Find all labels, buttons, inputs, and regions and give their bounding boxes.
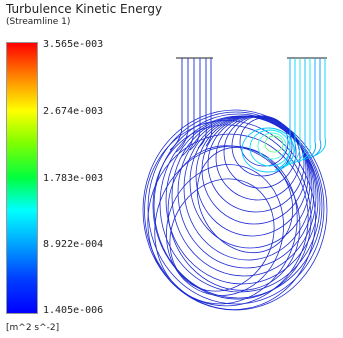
legend-tick-label: 1.405e-006 bbox=[43, 305, 104, 316]
streamline bbox=[303, 58, 316, 161]
streamline bbox=[147, 111, 325, 305]
legend-tick-label: 1.783e-003 bbox=[43, 173, 104, 184]
legend-tick-label: 2.674e-003 bbox=[43, 106, 104, 117]
legend-tick-label: 8.922e-004 bbox=[43, 239, 104, 250]
streamline bbox=[169, 178, 275, 292]
streamline bbox=[189, 58, 201, 151]
streamline bbox=[205, 58, 213, 147]
streamline bbox=[309, 58, 322, 159]
streamline bbox=[249, 129, 291, 167]
streamline bbox=[313, 58, 326, 157]
streamline bbox=[285, 58, 301, 167]
streamline bbox=[197, 58, 207, 149]
streamline bbox=[153, 113, 323, 299]
chart-subtitle: (Streamline 1) bbox=[6, 17, 71, 27]
streamline bbox=[196, 146, 294, 254]
streamline bbox=[147, 133, 309, 307]
streamline bbox=[297, 58, 311, 163]
streamline bbox=[144, 120, 316, 310]
streamline bbox=[257, 132, 287, 160]
streamline bbox=[167, 145, 301, 291]
streamline bbox=[169, 58, 183, 151]
legend-units: [m^2 s^-2] bbox=[6, 323, 60, 333]
streamline bbox=[142, 109, 328, 311]
streamline bbox=[279, 58, 296, 169]
streamline bbox=[152, 124, 312, 300]
streamline bbox=[239, 117, 289, 167]
legend-colorbar bbox=[6, 42, 38, 314]
streamline bbox=[241, 127, 295, 173]
streamline bbox=[175, 58, 189, 153]
legend-tick-label: 3.565e-003 bbox=[43, 39, 104, 50]
streamline bbox=[274, 58, 291, 171]
streamline bbox=[181, 58, 195, 157]
streamline bbox=[166, 164, 284, 296]
streamline bbox=[291, 58, 306, 165]
chart-title: Turbulence Kinetic Energy bbox=[6, 2, 163, 16]
streamline bbox=[264, 135, 284, 153]
streamline bbox=[154, 145, 298, 305]
